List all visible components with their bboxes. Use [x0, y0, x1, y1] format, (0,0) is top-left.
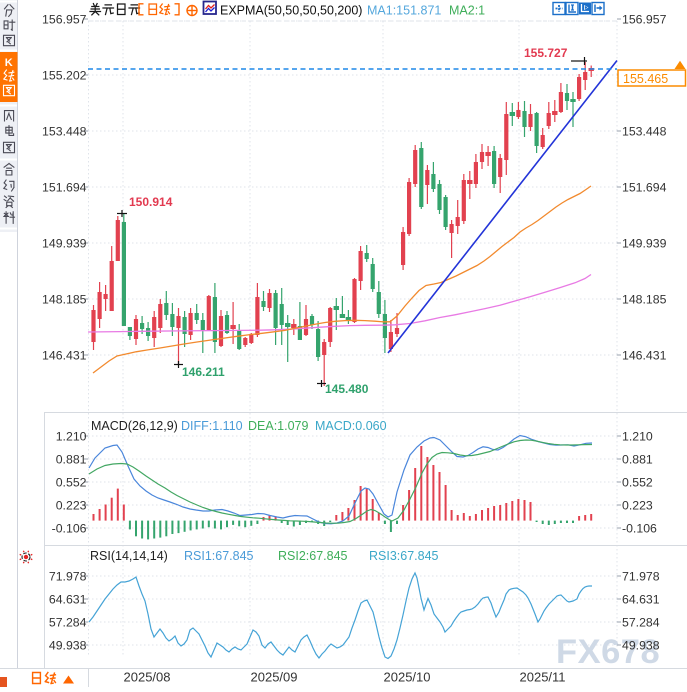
svg-text:146.431: 146.431: [42, 349, 87, 363]
svg-text:57.284: 57.284: [622, 616, 660, 630]
svg-text:RSI(14,14,14): RSI(14,14,14): [90, 549, 168, 563]
svg-text:64.631: 64.631: [49, 593, 87, 607]
svg-text:1.210: 1.210: [56, 430, 87, 444]
svg-text:2025/09: 2025/09: [251, 670, 298, 685]
svg-text:DIFF:1.110: DIFF:1.110: [181, 419, 243, 433]
svg-text:RSI3:67.845: RSI3:67.845: [369, 549, 439, 563]
svg-text:MA1:151.871: MA1:151.871: [367, 4, 441, 18]
svg-text:149.939: 149.939: [622, 237, 667, 251]
svg-text:145.480: 145.480: [325, 382, 369, 396]
svg-text:49.938: 49.938: [622, 639, 660, 653]
svg-text:155.465: 155.465: [623, 72, 668, 86]
svg-text:MACD(26,12,9): MACD(26,12,9): [91, 419, 178, 433]
svg-text:156.957: 156.957: [622, 13, 667, 27]
svg-text:FX678: FX678: [556, 633, 660, 671]
svg-text:0.223: 0.223: [622, 499, 653, 513]
svg-text:-0.106: -0.106: [622, 522, 657, 536]
svg-text:148.185: 148.185: [622, 293, 667, 307]
svg-text:71.978: 71.978: [49, 570, 87, 584]
svg-text:0.552: 0.552: [622, 476, 653, 490]
svg-text:0.881: 0.881: [622, 453, 653, 467]
svg-text:0.223: 0.223: [56, 499, 87, 513]
svg-text:49.938: 49.938: [49, 639, 87, 653]
svg-text:2025/10: 2025/10: [384, 670, 431, 685]
svg-text:K: K: [5, 57, 13, 69]
svg-text:146.431: 146.431: [622, 349, 667, 363]
svg-text:RSI1:67.845: RSI1:67.845: [184, 549, 254, 563]
svg-text:71.978: 71.978: [622, 570, 660, 584]
svg-text:155.202: 155.202: [42, 69, 87, 83]
svg-text:151.694: 151.694: [42, 181, 87, 195]
svg-text:149.939: 149.939: [42, 237, 87, 251]
svg-text:1.210: 1.210: [622, 430, 653, 444]
svg-text:2025/11: 2025/11: [520, 670, 566, 685]
svg-text:151.694: 151.694: [622, 181, 667, 195]
svg-text:MACD:0.060: MACD:0.060: [315, 419, 387, 433]
svg-text:EXPMA(50,50,50,50,200): EXPMA(50,50,50,50,200): [220, 4, 362, 18]
svg-text:MA2:1: MA2:1: [449, 4, 485, 18]
svg-text:146.211: 146.211: [182, 365, 225, 379]
svg-text:0.881: 0.881: [56, 453, 87, 467]
svg-text:153.448: 153.448: [622, 125, 667, 139]
svg-text:RSI2:67.845: RSI2:67.845: [278, 549, 348, 563]
svg-text:-0.106: -0.106: [52, 522, 87, 536]
svg-text:155.727: 155.727: [524, 46, 568, 60]
svg-text:148.185: 148.185: [42, 293, 87, 307]
svg-text:57.284: 57.284: [49, 616, 87, 630]
svg-text:DEA:1.079: DEA:1.079: [248, 419, 309, 433]
svg-text:2025/08: 2025/08: [124, 670, 171, 685]
svg-text:150.914: 150.914: [129, 195, 173, 209]
svg-text:0.552: 0.552: [56, 476, 87, 490]
svg-text:156.957: 156.957: [42, 13, 87, 27]
svg-text:153.448: 153.448: [42, 125, 87, 139]
svg-text:64.631: 64.631: [622, 593, 660, 607]
